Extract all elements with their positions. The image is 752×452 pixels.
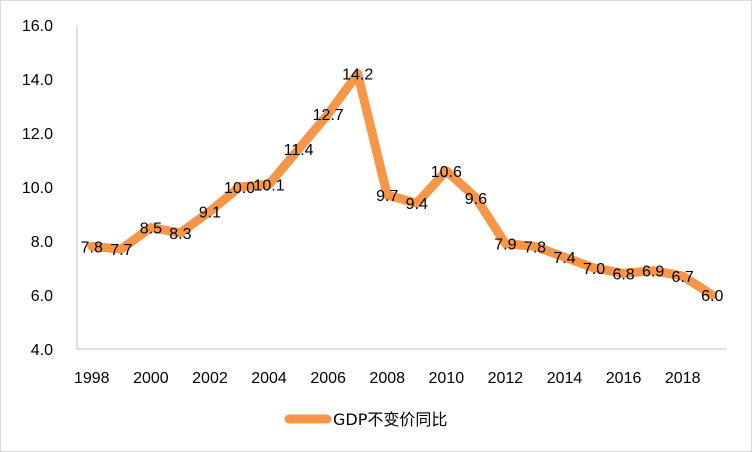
x-tick-label: 2000 (133, 370, 169, 387)
x-tick-label: 2014 (547, 370, 583, 387)
x-tick-label: 2010 (429, 370, 465, 387)
x-tick-label: 2016 (606, 370, 642, 387)
y-tick-label: 6.0 (31, 288, 53, 305)
data-label: 9.4 (406, 196, 428, 213)
data-label: 7.7 (110, 242, 132, 259)
x-tick-label: 2004 (251, 370, 287, 387)
data-label: 6.0 (701, 288, 723, 305)
x-tick-label: 2002 (192, 370, 228, 387)
series-group (87, 69, 717, 300)
data-label: 9.1 (199, 204, 221, 221)
data-label: 6.8 (612, 266, 634, 283)
data-labels: 7.8 7.7 8.5 8.3 9.110.010.1 11.4 12.7 14.2 9.7 9.… (81, 67, 724, 305)
data-label: 9.6 (465, 191, 487, 208)
x-tick-label: 2006 (310, 370, 346, 387)
data-label: 7.9 (494, 237, 516, 254)
x-tick-label: 2012 (488, 370, 524, 387)
data-label: 6.9 (642, 264, 664, 281)
data-label: 6.7 (672, 269, 694, 286)
series-line (87, 69, 717, 300)
data-label: 14.2 (342, 67, 373, 84)
data-label: 10.6 (431, 164, 462, 181)
y-tick-label: 8.0 (31, 234, 53, 251)
data-label: 10.1 (253, 177, 284, 194)
x-axis-tick-labels: 1998 2000 2002 2004 2006 2008 2010 2012 2014 2016… (74, 370, 701, 387)
data-label: 7.8 (524, 239, 546, 256)
legend: GDP不变价同比 (284, 410, 447, 429)
data-label: 10.0 (224, 180, 255, 197)
x-tick-label: 2018 (665, 370, 701, 387)
x-tick-label: 2008 (369, 370, 405, 387)
axes (76, 25, 727, 350)
y-tick-label: 4.0 (31, 342, 53, 359)
data-label: 9.7 (376, 188, 398, 205)
y-axis-tick-labels: 4.0 6.0 8.0 10.0 12.0 14.0 16.0 (22, 18, 53, 359)
legend-label: GDP不变价同比 (333, 410, 447, 429)
data-label: 12.7 (313, 107, 344, 124)
x-tick-label: 1998 (74, 370, 110, 387)
y-tick-label: 14.0 (22, 72, 53, 89)
y-tick-label: 12.0 (22, 126, 53, 143)
data-label: 11.4 (284, 142, 314, 159)
data-label: 7.4 (553, 250, 575, 267)
data-label: 8.3 (169, 226, 191, 243)
y-tick-label: 10.0 (22, 180, 53, 197)
y-tick-label: 16.0 (22, 18, 53, 35)
data-label: 7.0 (583, 261, 605, 278)
data-label: 7.8 (81, 239, 103, 256)
data-label: 8.5 (140, 221, 162, 238)
